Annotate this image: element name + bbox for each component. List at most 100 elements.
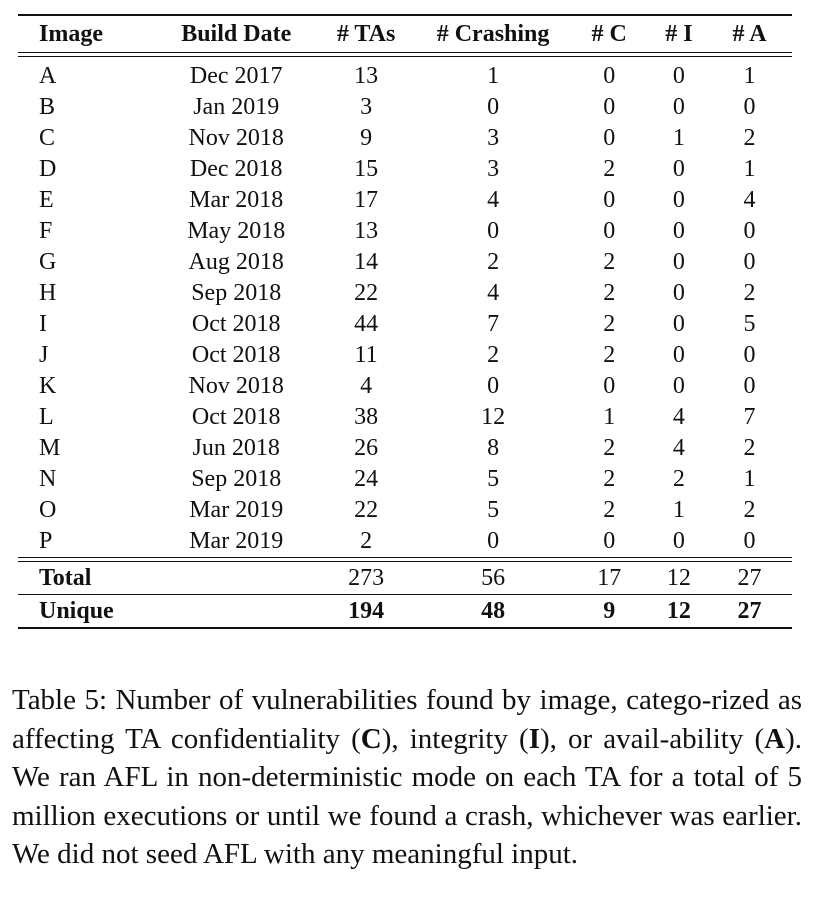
cell-crashing: 0 bbox=[487, 528, 500, 554]
cell-image: F bbox=[39, 218, 53, 244]
header-rule-top bbox=[18, 52, 792, 53]
cell-i: 0 bbox=[672, 249, 685, 275]
cell-i: 4 bbox=[672, 404, 685, 430]
cell-image: H bbox=[39, 280, 57, 306]
caption-mid-1: ), integrity ( bbox=[381, 722, 529, 755]
cell-tas: 22 bbox=[354, 497, 379, 523]
cell-i: 0 bbox=[672, 187, 685, 213]
table-header-row: Image Build Date # TAs # Crashing # C # … bbox=[18, 15, 792, 53]
cell-tas: 44 bbox=[354, 311, 379, 337]
cell-build-date: Jan 2019 bbox=[193, 94, 280, 120]
cell-c: 2 bbox=[603, 435, 616, 461]
cell-image: K bbox=[39, 373, 57, 399]
cell-crashing: 4 bbox=[487, 280, 500, 306]
caption-mid-2: ), or avail-ability ( bbox=[540, 722, 765, 755]
header-rule-bottom bbox=[18, 53, 792, 57]
cell-c: 2 bbox=[603, 311, 616, 337]
cell-image: I bbox=[39, 311, 47, 337]
cell-crashing: 7 bbox=[487, 311, 500, 337]
cell-tas: 13 bbox=[354, 218, 379, 244]
table-row: B Jan 2019 3 0 0 0 0 bbox=[18, 92, 792, 123]
cell-image: D bbox=[39, 156, 57, 182]
cell-crashing: 8 bbox=[487, 435, 500, 461]
cell-build-date: Oct 2018 bbox=[191, 342, 281, 368]
unique-cell-crashing: 48 bbox=[418, 594, 568, 629]
cell-c: 0 bbox=[603, 218, 616, 244]
cell-a: 0 bbox=[743, 342, 756, 368]
cell-a: 2 bbox=[743, 125, 756, 151]
header-crashing: # Crashing bbox=[436, 21, 550, 47]
caption-prefix: Table 5: Number of vulnerabilities found… bbox=[12, 684, 802, 755]
table-row: H Sep 2018 22 4 2 0 2 bbox=[18, 278, 792, 309]
cell-tas: 38 bbox=[354, 404, 379, 430]
cell-crashing: 2 bbox=[487, 342, 500, 368]
table-row: J Oct 2018 11 2 2 0 0 bbox=[18, 340, 792, 371]
cell-a: 0 bbox=[743, 94, 756, 120]
cell-build-date: Mar 2019 bbox=[189, 528, 284, 554]
cell-image: B bbox=[39, 94, 56, 120]
table-row: G Aug 2018 14 2 2 0 0 bbox=[18, 247, 792, 278]
unique-cell-a: 27 bbox=[707, 594, 792, 629]
unique-label: Unique bbox=[18, 594, 159, 629]
total-row: Total 273 56 17 12 27 bbox=[18, 561, 792, 595]
unique-cell-build-date bbox=[158, 594, 314, 629]
header-i: # I bbox=[665, 21, 693, 47]
cell-c: 1 bbox=[603, 404, 616, 430]
cell-build-date: Jun 2018 bbox=[192, 435, 280, 461]
cell-i: 0 bbox=[672, 373, 685, 399]
cell-tas: 24 bbox=[354, 466, 379, 492]
cell-crashing: 4 bbox=[487, 187, 500, 213]
cell-a: 2 bbox=[743, 435, 756, 461]
cell-i: 0 bbox=[672, 63, 685, 89]
cell-build-date: Mar 2018 bbox=[189, 187, 284, 213]
vulnerability-table-container: Image Build Date # TAs # Crashing # C # … bbox=[18, 14, 792, 629]
cell-a: 4 bbox=[743, 187, 756, 213]
cell-a: 1 bbox=[743, 63, 756, 89]
table-summary: Total 273 56 17 12 27 Unique 194 48 9 12… bbox=[18, 557, 792, 629]
cell-tas: 26 bbox=[354, 435, 379, 461]
table-row: K Nov 2018 4 0 0 0 0 bbox=[18, 371, 792, 402]
cell-tas: 9 bbox=[360, 125, 373, 151]
cell-build-date: Dec 2017 bbox=[189, 63, 283, 89]
summary-rule-top bbox=[18, 557, 792, 558]
cell-crashing: 5 bbox=[487, 466, 500, 492]
cell-image: C bbox=[39, 125, 56, 151]
unique-cell-i: 12 bbox=[650, 594, 708, 629]
cell-c: 0 bbox=[603, 528, 616, 554]
cell-build-date: Mar 2019 bbox=[189, 497, 284, 523]
cell-i: 1 bbox=[672, 497, 685, 523]
cell-crashing: 0 bbox=[487, 94, 500, 120]
cell-crashing: 2 bbox=[487, 249, 500, 275]
cell-i: 0 bbox=[672, 528, 685, 554]
cell-i: 1 bbox=[672, 125, 685, 151]
cell-c: 2 bbox=[603, 466, 616, 492]
caption-suffix: ). We ran AFL in non-deterministic mode … bbox=[12, 722, 802, 871]
table-body: A Dec 2017 13 1 0 0 1 B Jan 2019 3 0 0 0 0 C Nov 2018 9 3… bbox=[18, 52, 792, 558]
header-a: # A bbox=[732, 21, 767, 47]
header-c: # C bbox=[591, 21, 627, 47]
cell-c: 2 bbox=[603, 280, 616, 306]
total-cell-build-date bbox=[158, 561, 314, 595]
unique-cell-c: 9 bbox=[567, 594, 651, 629]
cell-crashing: 3 bbox=[487, 125, 500, 151]
cell-image: O bbox=[39, 497, 57, 523]
caption-c-symbol: C bbox=[360, 722, 382, 755]
cell-c: 0 bbox=[603, 63, 616, 89]
cell-tas: 2 bbox=[360, 528, 373, 554]
table-row: C Nov 2018 9 3 0 1 2 bbox=[18, 123, 792, 154]
table-row: E Mar 2018 17 4 0 0 4 bbox=[18, 185, 792, 216]
table-row: I Oct 2018 44 7 2 0 5 bbox=[18, 309, 792, 340]
cell-build-date: Nov 2018 bbox=[188, 125, 284, 151]
table-row: P Mar 2019 2 0 0 0 0 bbox=[18, 526, 792, 558]
cell-a: 0 bbox=[743, 218, 756, 244]
cell-a: 2 bbox=[743, 497, 756, 523]
total-cell-i: 12 bbox=[650, 561, 708, 595]
cell-c: 2 bbox=[603, 156, 616, 182]
cell-build-date: Oct 2018 bbox=[191, 311, 281, 337]
unique-row: Unique 194 48 9 12 27 bbox=[18, 594, 792, 629]
cell-a: 5 bbox=[743, 311, 756, 337]
table-row: D Dec 2018 15 3 2 0 1 bbox=[18, 154, 792, 185]
cell-tas: 22 bbox=[354, 280, 379, 306]
cell-crashing: 3 bbox=[487, 156, 500, 182]
cell-crashing: 0 bbox=[487, 218, 500, 244]
